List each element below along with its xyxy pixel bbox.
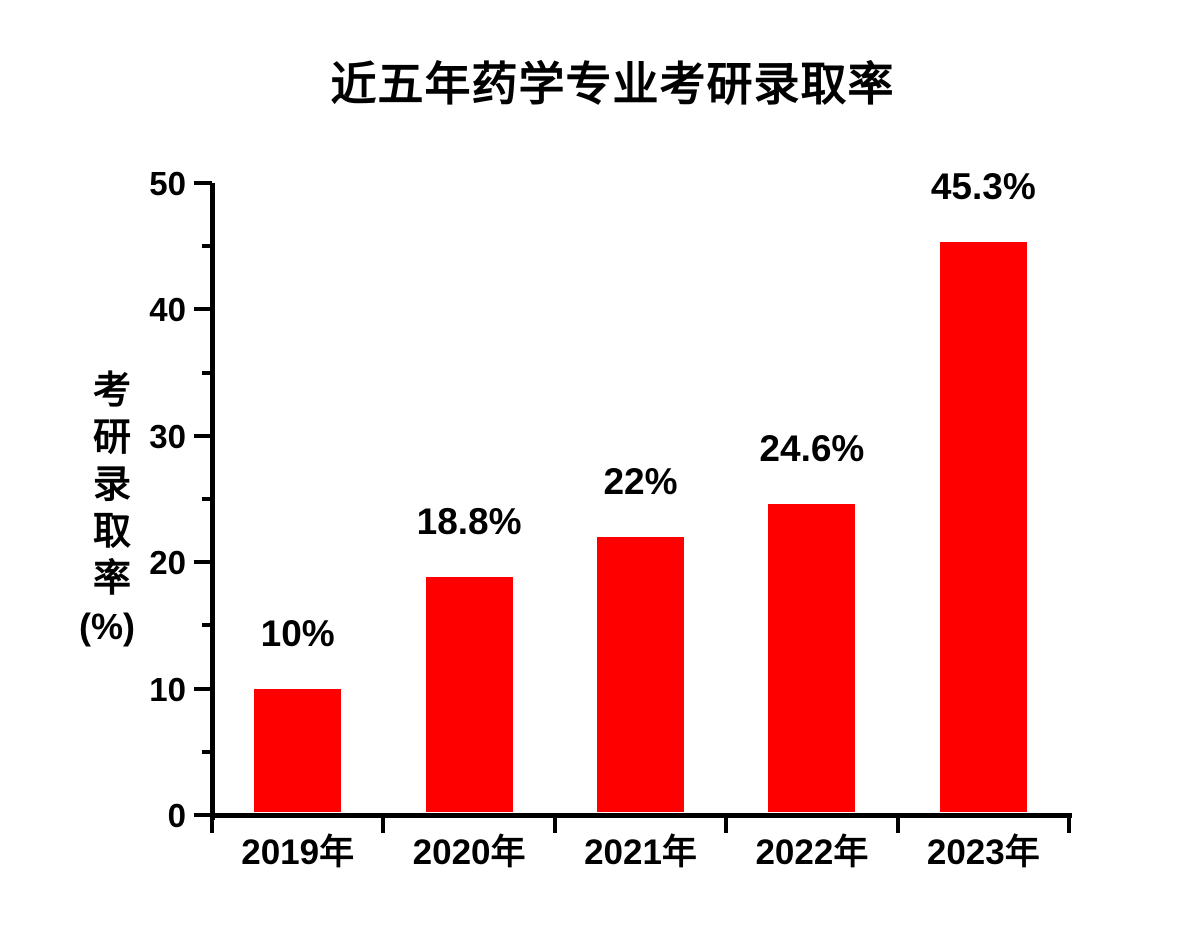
y-minor-tick (202, 623, 212, 628)
bar-value-label: 45.3% (930, 166, 1036, 208)
bar (768, 504, 855, 812)
x-category-label: 2019年 (241, 833, 355, 872)
y-axis-title-unit: (%) (79, 606, 135, 647)
y-tick-label: 50 (149, 165, 186, 202)
y-major-tick (194, 686, 212, 691)
x-tick (381, 815, 386, 833)
y-major-tick (194, 433, 212, 438)
y-tick-label: 0 (167, 797, 186, 834)
x-category-label: 2022年 (755, 833, 869, 872)
x-category-label: 2020年 (412, 833, 526, 872)
y-major-tick (194, 181, 212, 185)
chart-title: 近五年药学专业考研录取率 (330, 58, 895, 110)
x-tick (724, 815, 729, 833)
bar (597, 536, 684, 812)
bar-value-label: 22% (603, 460, 678, 502)
x-tick (210, 815, 214, 833)
bar-value-label: 24.6% (759, 428, 865, 470)
x-axis-line (210, 813, 1072, 818)
y-minor-tick (202, 749, 212, 754)
x-tick (895, 815, 900, 833)
x-tick (552, 815, 557, 833)
y-tick-label: 20 (149, 544, 186, 582)
bar (254, 688, 341, 812)
y-axis-title: 考研录取率 (%) (79, 368, 140, 649)
y-tick-label: 40 (149, 291, 186, 329)
bar-value-label: 18.8% (416, 501, 522, 543)
y-minor-tick (202, 244, 212, 249)
y-major-tick (194, 813, 212, 817)
y-tick-label: 30 (149, 417, 186, 455)
bar-value-label: 10% (260, 612, 335, 654)
y-major-tick (194, 560, 212, 565)
x-tick (1067, 815, 1071, 833)
y-major-tick (194, 307, 212, 312)
bar (426, 577, 513, 812)
y-axis-line (210, 183, 215, 820)
bar (940, 242, 1027, 812)
x-category-label: 2021年 (584, 833, 697, 872)
y-minor-tick (202, 497, 212, 501)
y-axis-title-text: 考研录取率 (92, 370, 131, 600)
y-tick-label: 10 (149, 670, 186, 708)
x-category-label: 2023年 (926, 833, 1040, 872)
y-minor-tick (202, 370, 212, 375)
